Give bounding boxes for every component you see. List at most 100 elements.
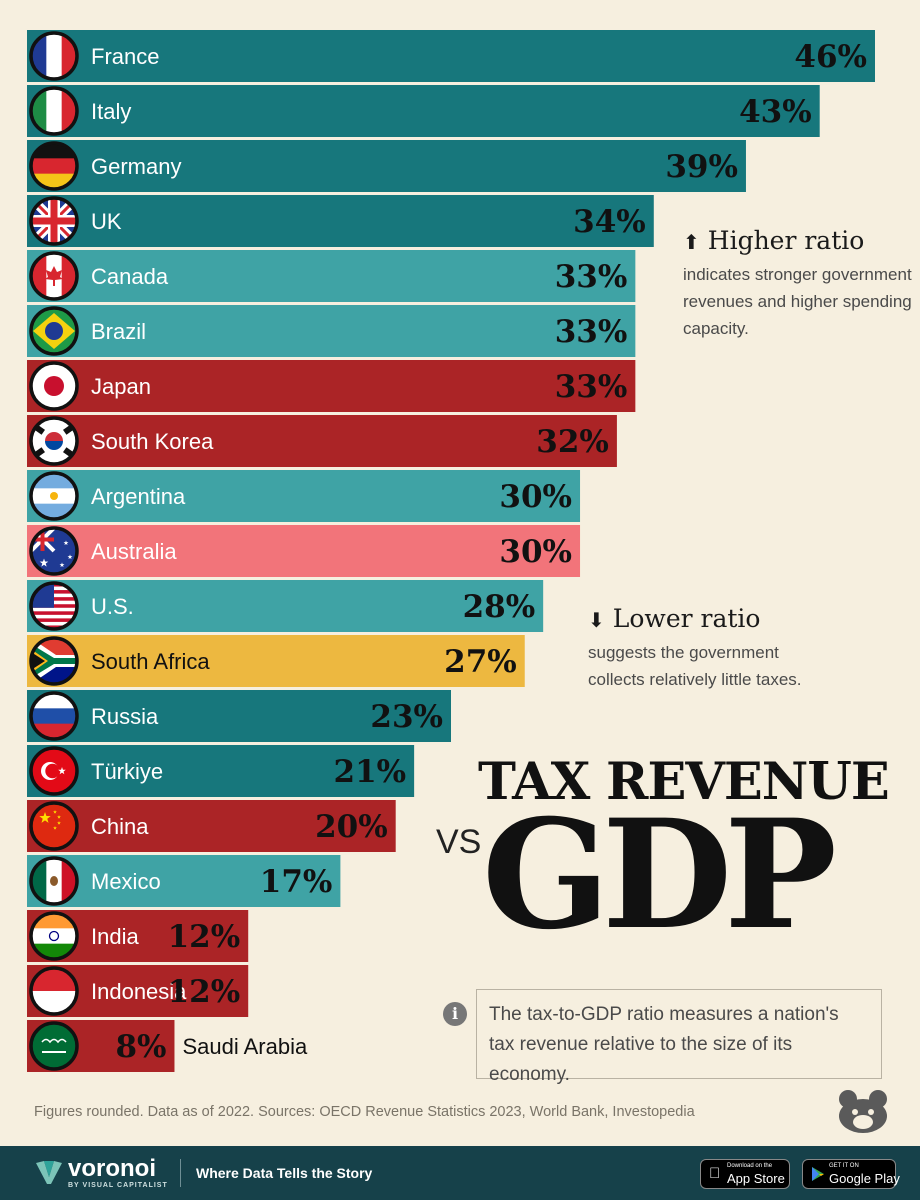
south-africa-flag-icon — [29, 636, 79, 686]
higher-ratio-body: indicates stronger government revenues a… — [683, 265, 912, 338]
label-germany: Germany — [91, 154, 181, 179]
mexico-flag-icon — [29, 856, 79, 906]
bar-russia — [27, 690, 451, 742]
value-japan: 33% — [555, 369, 628, 405]
value-australia: 30% — [499, 534, 572, 570]
bar-turkiye — [27, 745, 415, 797]
label-south-korea: South Korea — [91, 429, 214, 454]
google-play-icon — [812, 1167, 824, 1181]
label-indonesia: Indonesia — [91, 979, 187, 1004]
value-uk: 34% — [573, 204, 646, 240]
south-korea-flag-icon — [29, 416, 79, 466]
label-brazil: Brazil — [91, 319, 146, 344]
higher-ratio-note: ⬆ Higher ratio indicates stronger governm… — [683, 226, 913, 342]
bar-france — [27, 30, 875, 82]
argentina-flag-icon — [29, 471, 79, 521]
app-store-label: App Store — [727, 1171, 785, 1186]
bar-italy — [27, 85, 820, 137]
label-russia: Russia — [91, 704, 159, 729]
label-australia: Australia — [91, 539, 177, 564]
value-russia: 23% — [370, 699, 443, 735]
bar-uk — [27, 195, 654, 247]
value-mexico: 17% — [260, 864, 333, 900]
label-india: India — [91, 924, 139, 949]
australia-flag-icon — [29, 526, 79, 576]
app-store-button[interactable]:  Download on the App Store — [700, 1159, 790, 1189]
china-flag-icon — [29, 801, 79, 851]
japan-flag-icon — [29, 361, 79, 411]
bar-south-africa — [27, 635, 525, 687]
label-south-africa: South Africa — [91, 649, 210, 674]
bar-japan — [27, 360, 636, 412]
value-china: 20% — [315, 809, 388, 845]
label-japan: Japan — [91, 374, 151, 399]
label-saudi-arabia: Saudi Arabia — [182, 1034, 308, 1059]
label-canada: Canada — [91, 264, 169, 289]
canada-flag-icon — [29, 251, 79, 301]
bar-mexico — [27, 855, 341, 907]
lower-ratio-body: suggests the government collects relativ… — [588, 643, 802, 689]
title-vs: VS — [436, 823, 482, 861]
value-south-korea: 32% — [536, 424, 609, 460]
label-italy: Italy — [91, 99, 131, 124]
label-argentina: Argentina — [91, 484, 186, 509]
value-canada: 33% — [555, 259, 628, 295]
bar-brazil — [27, 305, 636, 357]
label-turkiye: Türkiye — [91, 759, 163, 784]
voronoi-logo-icon — [36, 1161, 62, 1184]
bar-u-s — [27, 580, 544, 632]
value-argentina: 30% — [499, 479, 572, 515]
bar-argentina — [27, 470, 581, 522]
brand-name: voronoi — [68, 1155, 156, 1182]
value-turkiye: 21% — [334, 754, 407, 790]
higher-ratio-heading: ⬆ Higher ratio — [683, 226, 913, 255]
bar-canada — [27, 250, 636, 302]
italy-flag-icon — [29, 86, 79, 136]
google-play-small-label: GET IT ON — [829, 1163, 859, 1169]
tagline: Where Data Tells the Story — [196, 1165, 373, 1181]
lower-ratio-title: Lower ratio — [612, 604, 761, 633]
footer-bar: voronoi BY VISUAL CAPITALIST Where Data … — [0, 1146, 920, 1200]
bar-germany — [27, 140, 746, 192]
brazil-flag-icon — [29, 306, 79, 356]
info-box: The tax-to-GDP ratio measures a nation's… — [476, 989, 882, 1085]
value-u-s: 28% — [463, 589, 536, 625]
lower-ratio-note: ⬇ Lower ratio suggests the government col… — [588, 604, 828, 693]
value-germany: 39% — [665, 149, 738, 185]
title-gdp: GDP — [482, 787, 837, 963]
higher-ratio-title: Higher ratio — [707, 226, 865, 255]
uk-flag-icon — [29, 196, 79, 246]
value-south-africa: 27% — [444, 644, 517, 680]
bar-australia — [27, 525, 581, 577]
bar-china — [27, 800, 396, 852]
apple-icon:  — [709, 1164, 720, 1184]
saudi-arabia-flag-icon — [29, 1021, 79, 1071]
india-flag-icon — [29, 911, 79, 961]
source-note: Figures rounded. Data as of 2022. Source… — [34, 1104, 695, 1120]
label-u-s: U.S. — [91, 594, 134, 619]
brand-logo[interactable]: voronoi BY VISUAL CAPITALIST — [34, 1155, 174, 1195]
arrow-up-icon: ⬆ — [683, 230, 700, 254]
value-brazil: 33% — [555, 314, 628, 350]
label-mexico: Mexico — [91, 869, 161, 894]
app-store-small-label: Download on the — [727, 1163, 773, 1169]
lower-ratio-heading: ⬇ Lower ratio — [588, 604, 828, 633]
value-france: 46% — [794, 39, 867, 75]
value-india: 12% — [168, 919, 241, 955]
bar-chart: France 46% Italy 43% Germany 39% UK 34% Canada 33… — [27, 30, 875, 1072]
value-italy: 43% — [739, 94, 812, 130]
label-uk: UK — [91, 209, 122, 234]
footer-divider — [180, 1159, 181, 1187]
google-play-label: Google Play — [829, 1171, 900, 1186]
info-icon: i — [443, 1002, 467, 1026]
russia-flag-icon — [29, 691, 79, 741]
label-france: France — [91, 44, 159, 69]
mascot-icon — [839, 1090, 887, 1133]
label-china: China — [91, 814, 149, 839]
value-saudi-arabia: 8% — [115, 1029, 166, 1065]
indonesia-flag-icon — [29, 966, 79, 1016]
turkiye-flag-icon — [29, 746, 79, 796]
google-play-button[interactable]: GET IT ON Google Play — [802, 1159, 900, 1189]
title-tax-revenue: TAX REVENUE — [478, 752, 890, 812]
bar-south-korea — [27, 415, 617, 467]
